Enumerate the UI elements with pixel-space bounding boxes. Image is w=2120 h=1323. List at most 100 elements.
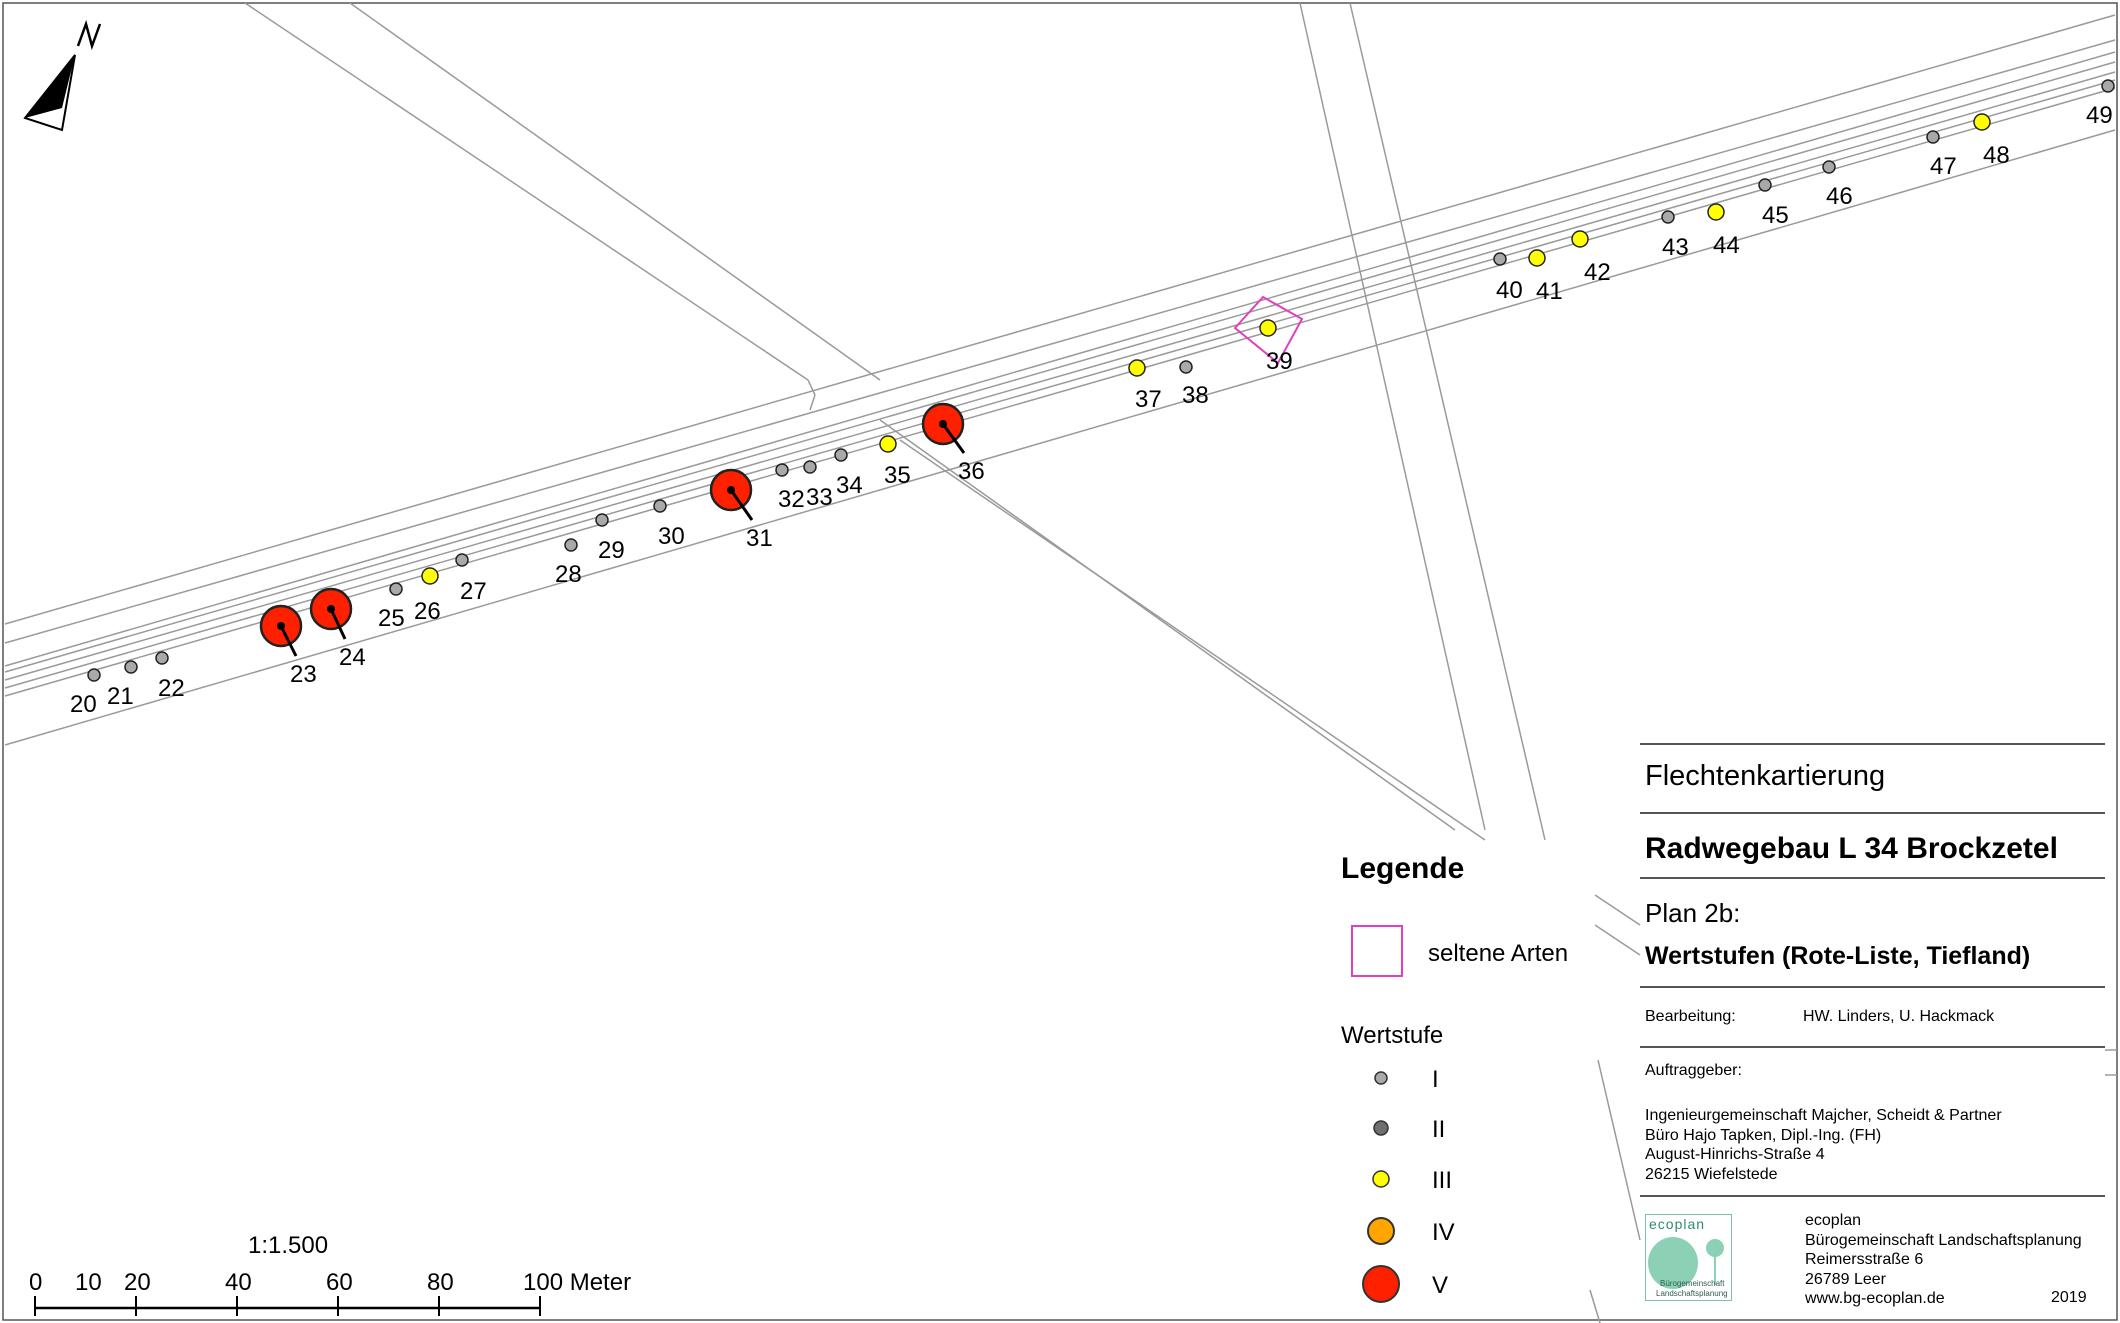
- point-label-20: 20: [70, 691, 97, 718]
- point-33: [803, 460, 817, 474]
- legend-wertstufe-title: Wertstufe: [1341, 1022, 1444, 1049]
- scale-tick-0: 0: [29, 1269, 42, 1296]
- point-49: [2101, 79, 2115, 93]
- point-21: [124, 660, 138, 674]
- point-39: [1259, 319, 1277, 337]
- point-37: [1128, 359, 1146, 377]
- office-line: www.bg-ecoplan.de: [1805, 1290, 1945, 1307]
- office-line: ecoplan: [1805, 1212, 1862, 1229]
- north-arrow-icon: [23, 19, 102, 132]
- divider: [1640, 986, 2105, 988]
- point-40: [1493, 252, 1507, 266]
- office-line: 26789 Leer: [1805, 1270, 1886, 1288]
- legend-level-V-label: V: [1432, 1272, 1449, 1299]
- scale-tick-80: 80: [427, 1269, 454, 1296]
- point-label-45: 45: [1762, 202, 1789, 229]
- point-label-22: 22: [158, 675, 185, 702]
- divider: [1640, 1046, 2105, 1048]
- point-48: [1973, 113, 1991, 131]
- point-label-49: 49: [2086, 102, 2113, 129]
- road-lines: [4, 2, 2117, 1323]
- project-type: Flechtenkartierung: [1645, 760, 1886, 792]
- scale-ratio: 1:1.500: [248, 1232, 328, 1259]
- point-41: [1528, 249, 1546, 267]
- client-line: August-Hinrichs-Straße 4: [1645, 1146, 1825, 1163]
- legend-rare-label: seltene Arten: [1428, 940, 1569, 967]
- project-title: Radwegebau L 34 Brockzetel: [1645, 832, 2058, 865]
- point-label-32: 32: [778, 486, 805, 513]
- point-25: [389, 582, 403, 596]
- point-46: [1822, 160, 1836, 174]
- divider: [1640, 877, 2105, 879]
- point-32: [775, 463, 789, 477]
- legend-level-II-icon: [1373, 1120, 1389, 1136]
- logo-leaf-icon: [1648, 1237, 1698, 1289]
- logo-sub1: Bürogemeinschaft: [1660, 1279, 1725, 1288]
- point-29: [595, 513, 609, 527]
- point-43: [1661, 210, 1675, 224]
- point-label-33: 33: [806, 484, 833, 511]
- leader-line-24: [329, 608, 347, 640]
- legend-level-III-label: III: [1432, 1167, 1453, 1194]
- leader-line-23: [279, 625, 298, 657]
- point-34: [834, 448, 848, 462]
- point-26: [421, 567, 439, 585]
- scale-tick-10: 10: [75, 1269, 102, 1296]
- point-label-38: 38: [1182, 382, 1209, 409]
- point-20: [87, 668, 101, 682]
- point-47: [1926, 130, 1940, 144]
- point-label-29: 29: [598, 537, 625, 564]
- point-label-48: 48: [1983, 142, 2010, 169]
- point-22: [155, 651, 169, 665]
- logo-dot-icon: [1706, 1239, 1724, 1257]
- divider: [1640, 812, 2105, 814]
- leader-line-36: [941, 423, 966, 454]
- scale-tick-40: 40: [225, 1269, 252, 1296]
- client-address: Ingenieurgemeinschaft Majcher, Scheidt &…: [1645, 1106, 2002, 1184]
- leader-line-31: [729, 489, 754, 521]
- point-label-43: 43: [1662, 234, 1689, 261]
- point-label-39: 39: [1266, 348, 1293, 375]
- office-address: ecoplan Bürogemeinschaft Landschaftsplan…: [1805, 1211, 2082, 1309]
- point-label-44: 44: [1713, 232, 1740, 259]
- point-label-27: 27: [460, 578, 487, 605]
- office-line: Reimersstraße 6: [1805, 1251, 1924, 1268]
- divider: [1640, 743, 2105, 745]
- client-label: Auftraggeber:: [1645, 1062, 1742, 1079]
- client-line: Büro Hajo Tapken, Dipl.-Ing. (FH): [1645, 1126, 1882, 1144]
- editing-value: HW. Linders, U. Hackmack: [1803, 1008, 1995, 1025]
- legend-level-IV-label: IV: [1432, 1219, 1455, 1246]
- plan-title: Wertstufen (Rote-Liste, Tiefland): [1645, 942, 2031, 970]
- legend-level-V-icon: [1362, 1265, 1400, 1303]
- point-27: [455, 553, 469, 567]
- rare-species-marker: [1233, 295, 1304, 365]
- office-line: Bürogemeinschaft Landschaftsplanung: [1805, 1231, 2082, 1249]
- point-label-30: 30: [658, 523, 685, 550]
- legend-level-III-icon: [1372, 1170, 1390, 1188]
- scale-tick-20: 20: [124, 1269, 151, 1296]
- point-label-37: 37: [1135, 386, 1162, 413]
- logo-sub2: Landschaftsplanung: [1656, 1289, 1728, 1298]
- legend-level-I-icon: [1374, 1071, 1388, 1085]
- scale-bar: 1:1.500 0 10 20 40 60 80 100 Meter: [29, 1232, 631, 1316]
- ecoplan-logo: ecoplan Bürogemeinschaft Landschaftsplan…: [1645, 1214, 1732, 1301]
- point-label-34: 34: [836, 472, 863, 499]
- client-line: 26215 Wiefelstede: [1645, 1165, 1778, 1183]
- scale-tick-60: 60: [326, 1269, 353, 1296]
- point-label-25: 25: [378, 605, 405, 632]
- north-letter: [76, 19, 102, 51]
- logo-text: ecoplan: [1649, 1216, 1706, 1232]
- point-label-28: 28: [555, 561, 582, 588]
- point-label-24: 24: [339, 644, 366, 671]
- point-label-40: 40: [1496, 277, 1523, 304]
- editing-label: Bearbeitung:: [1645, 1008, 1736, 1025]
- point-44: [1707, 203, 1725, 221]
- point-label-42: 42: [1584, 259, 1611, 286]
- point-30: [653, 499, 667, 513]
- point-label-46: 46: [1826, 183, 1853, 210]
- legend-level-I-label: I: [1432, 1066, 1439, 1093]
- legend-symbols: [1351, 925, 1403, 1303]
- client-line: Ingenieurgemeinschaft Majcher, Scheidt &…: [1645, 1107, 2002, 1124]
- legend-level-IV-icon: [1367, 1217, 1395, 1245]
